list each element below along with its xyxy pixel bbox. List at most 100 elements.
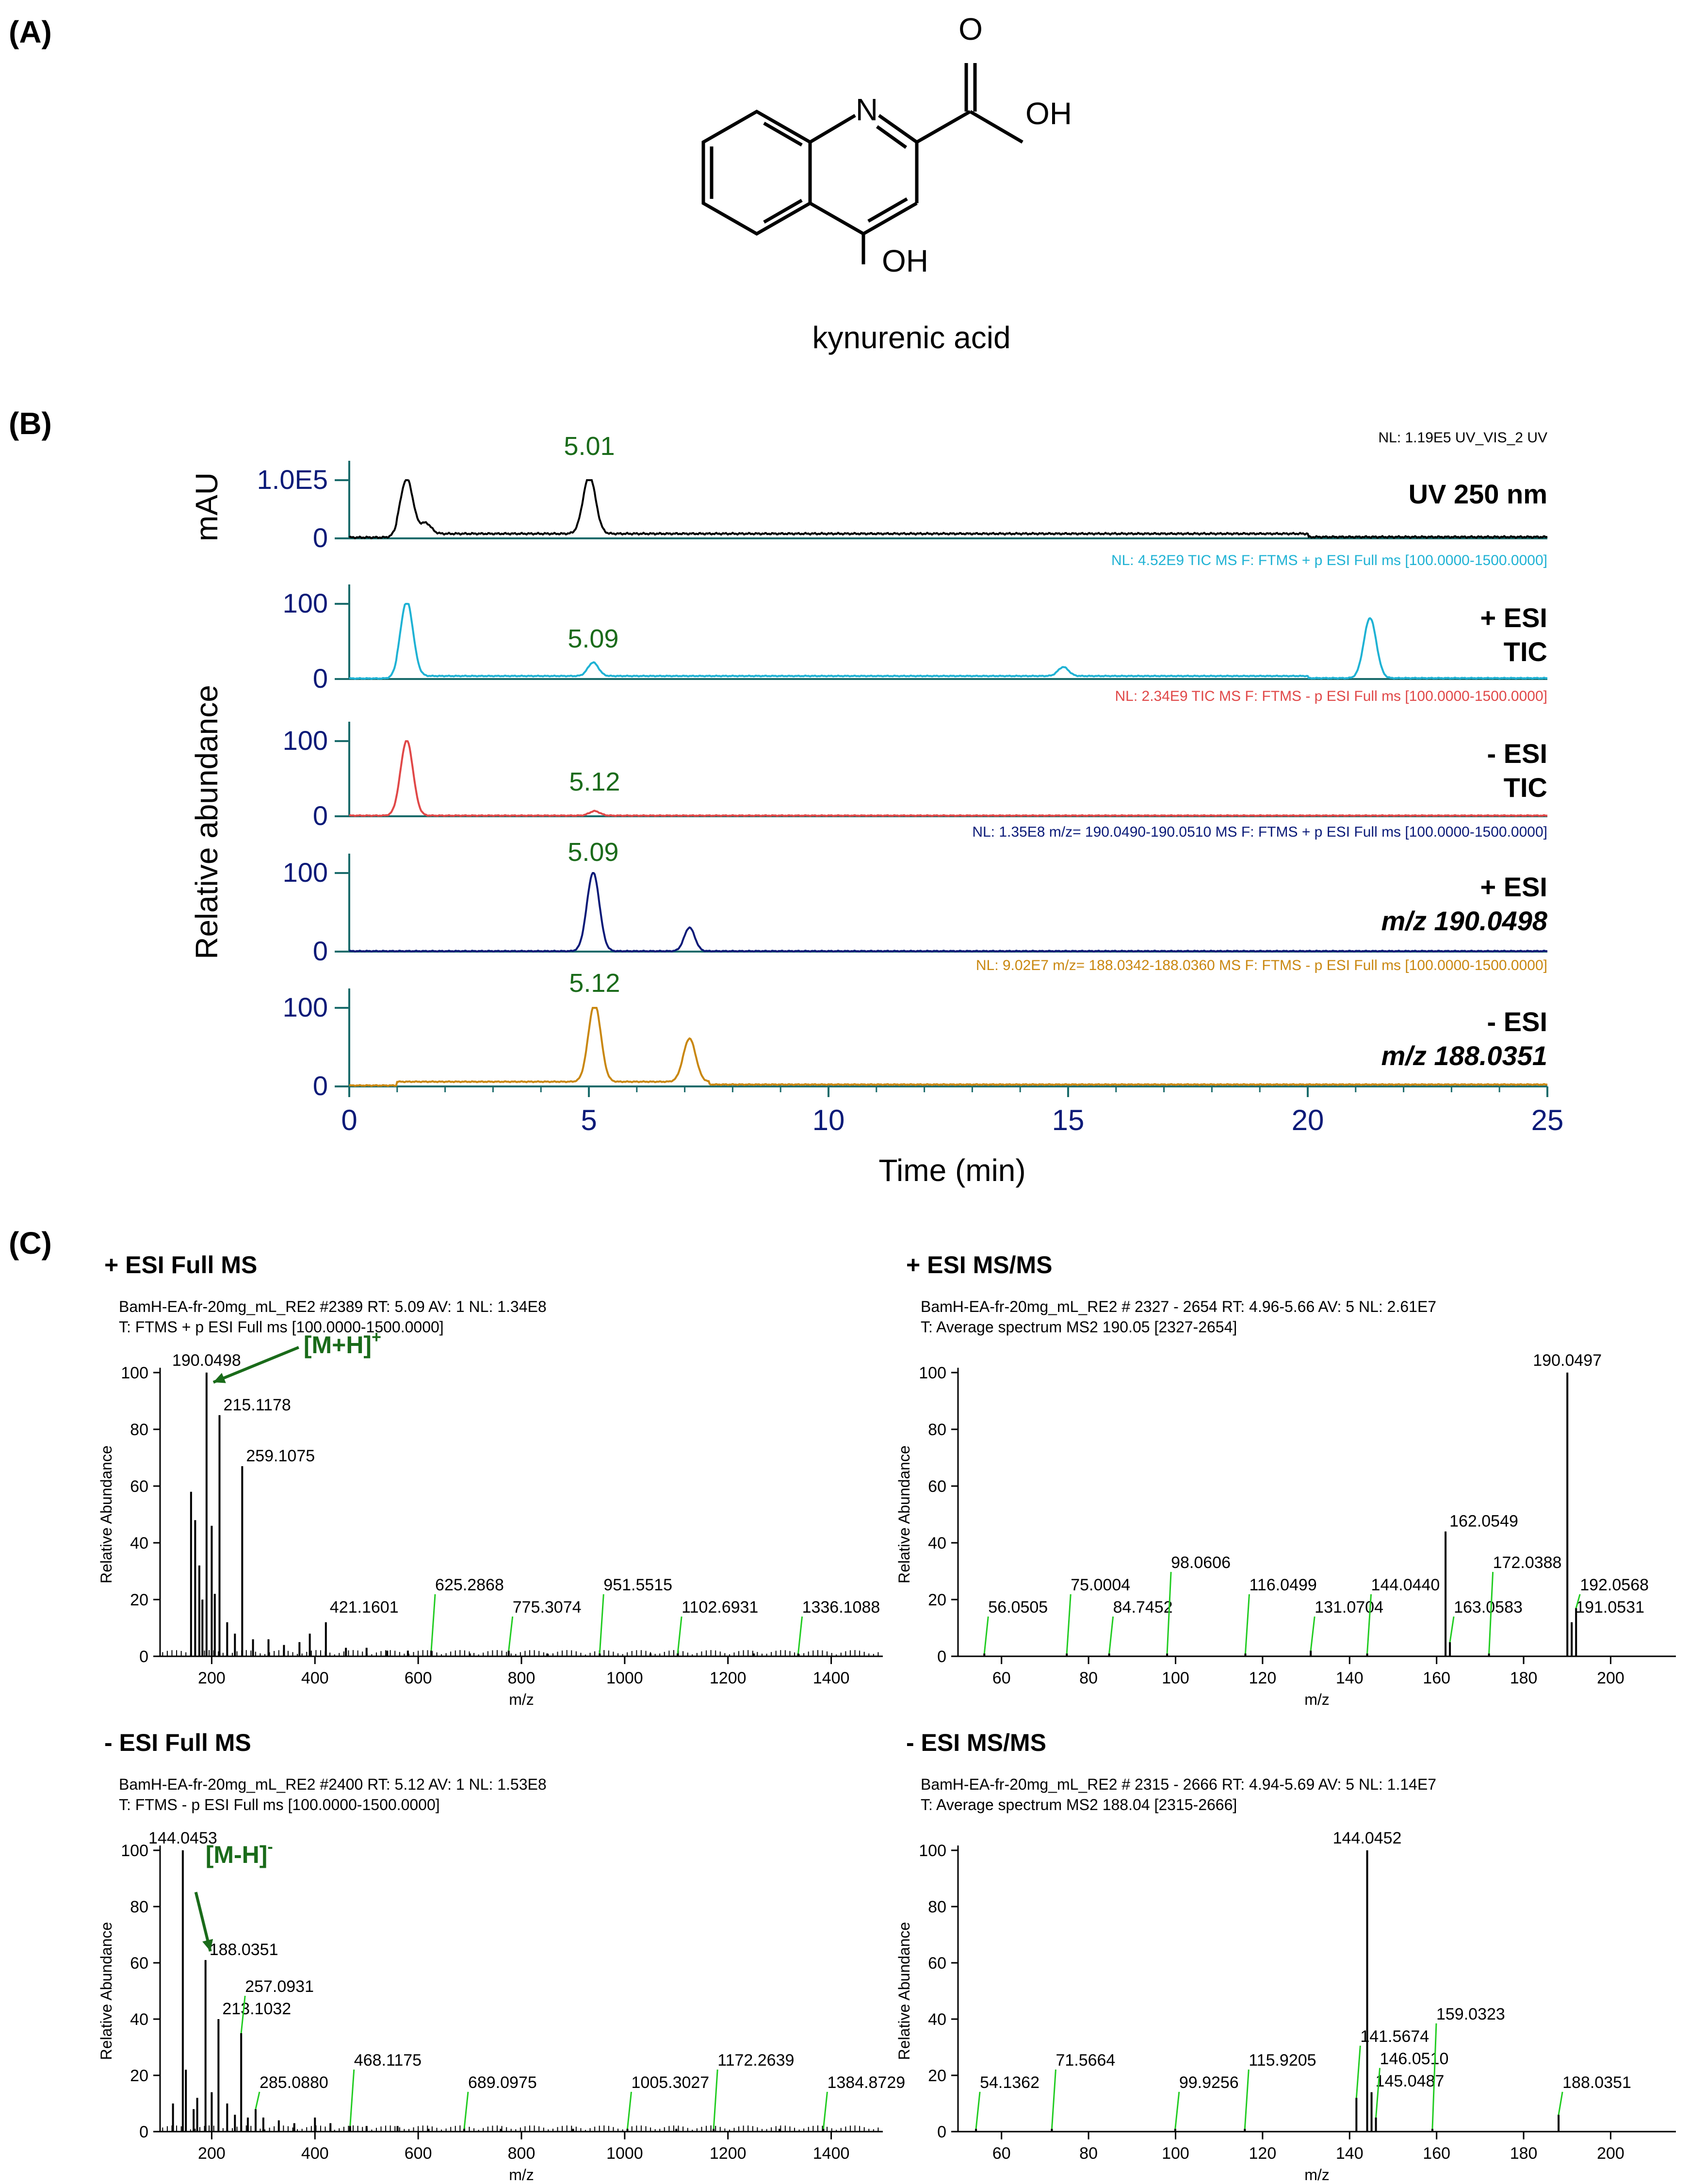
peak-label: 75.0004 <box>1071 1576 1130 1594</box>
x-axis-label: m/z <box>1304 2166 1330 2184</box>
x-tick-label: 60 <box>992 2144 1011 2163</box>
peak-label: 468.1175 <box>354 2051 422 2070</box>
peak-label: 1102.6931 <box>682 1598 758 1617</box>
spectrum-header-1: BamH-EA-fr-20mg_mL_RE2 # 2327 - 2654 RT:… <box>921 1298 1436 1315</box>
trace-label-sub: m/z 188.0351 <box>1381 1040 1547 1071</box>
peak-leader <box>463 2091 469 2129</box>
peak-leader <box>1488 1571 1494 1654</box>
bond-c-oh <box>969 110 1023 144</box>
spectrum-header-2: T: FTMS - p ESI Full ms [100.0000-1500.0… <box>119 1796 440 1813</box>
y-tick-label: 60 <box>928 1477 946 1496</box>
x-tick-label: 140 <box>1336 1669 1364 1687</box>
ion-annotation: [M-H]- <box>206 1838 273 1868</box>
peak-label: 951.5515 <box>603 1576 672 1594</box>
peak-leader <box>255 2091 260 2109</box>
peak-label: 163.0583 <box>1454 1598 1523 1617</box>
peak-leader <box>713 2069 718 2129</box>
peak-label: 144.0440 <box>1371 1576 1440 1594</box>
peak-label: 190.0497 <box>1533 1351 1602 1370</box>
trace-line <box>348 479 1548 540</box>
y-label-relative-abundance: Relative abundance <box>189 685 224 959</box>
spectrum-esi-full-ms: - ESI Full MS BamH-EA-fr-20mg_mL_RE2 #240… <box>97 1729 905 2184</box>
y-tick-top: 100 <box>283 588 328 618</box>
panel-label-c: (C) <box>9 1226 52 1261</box>
peak-label: 1384.8729 <box>827 2073 905 2092</box>
peak-leader <box>430 1594 436 1651</box>
trace-label-sub: TIC <box>1504 772 1547 803</box>
x-tick-label: 120 <box>1249 1669 1277 1687</box>
peak-label: 146.0510 <box>1380 2050 1449 2068</box>
peak-rt-label: 5.12 <box>569 767 620 796</box>
peak-leader <box>349 2069 355 2126</box>
y-tick-label: 20 <box>928 2067 946 2085</box>
y-tick-label: 100 <box>121 1842 148 1860</box>
y-tick-label: 60 <box>130 1954 148 1973</box>
spectrum-esi-full-ms: + ESI Full MS BamH-EA-fr-20mg_mL_RE2 #238… <box>97 1251 883 1708</box>
peak-label: 689.0975 <box>468 2073 537 2092</box>
y-tick-top: 100 <box>283 857 328 888</box>
y-tick-label: 80 <box>928 1898 946 1916</box>
x-tick-label: 0 <box>341 1104 357 1136</box>
spectra-panel: + ESI Full MS BamH-EA-fr-20mg_mL_RE2 #238… <box>97 1251 1676 2184</box>
peak-label: 84.7452 <box>1113 1598 1173 1617</box>
trace-label-sub: m/z 190.0498 <box>1381 906 1548 936</box>
ion-annotation-charge: + <box>372 1328 381 1346</box>
peak-label: 56.0505 <box>988 1598 1048 1617</box>
peak-leader <box>508 1616 514 1651</box>
x-tick-label: 15 <box>1052 1104 1085 1136</box>
x-tick-label: 200 <box>1597 2144 1624 2163</box>
y-tick-label: 80 <box>130 1421 148 1439</box>
y-tick-label: 100 <box>919 1842 946 1860</box>
benzene-inner-bond-3 <box>763 198 803 224</box>
peak-label: 159.0323 <box>1436 2005 1505 2023</box>
y-tick-top: 1.0E5 <box>257 464 328 495</box>
x-tick-label: 1000 <box>606 2144 643 2163</box>
trace-label: + ESI <box>1480 602 1547 633</box>
trace-line <box>349 740 1548 817</box>
peak-rt-label: 5.01 <box>564 432 615 461</box>
x-label-time: Time (min) <box>878 1153 1025 1188</box>
atom-n: N <box>856 92 878 127</box>
x-tick-label: 25 <box>1531 1104 1564 1136</box>
trace-label: - ESI <box>1487 1006 1547 1037</box>
x-tick-label: 100 <box>1162 2144 1189 2163</box>
x-tick-label: 180 <box>1510 1669 1538 1687</box>
x-tick-label: 1400 <box>813 1669 850 1687</box>
peak-label: 1005.3027 <box>632 2073 710 2092</box>
ion-annotation-charge: - <box>267 1838 273 1856</box>
peak-rt-label: 5.09 <box>568 624 618 653</box>
peak-label: 188.0351 <box>1562 2073 1631 2092</box>
x-axis-label: m/z <box>509 2166 534 2184</box>
peak-leader <box>1575 1594 1581 1608</box>
bond-n-c2-double <box>876 125 908 149</box>
peak-leader <box>240 1995 246 2034</box>
x-tick-label: 80 <box>1079 1669 1098 1687</box>
peak-label: 172.0388 <box>1493 1553 1562 1572</box>
bond-n-c2 <box>877 114 918 144</box>
x-tick-label: 400 <box>301 1669 329 1687</box>
peak-label: 215.1178 <box>224 1396 291 1414</box>
panel-label-b: (B) <box>9 406 52 441</box>
y-tick-label: 20 <box>130 2067 148 2085</box>
peak-label: 162.0549 <box>1449 1512 1518 1531</box>
y-tick-label: 100 <box>121 1364 148 1382</box>
peak-label: 192.0568 <box>1580 1576 1649 1594</box>
peak-leader <box>1108 1616 1114 1654</box>
y-tick-label: 0 <box>937 1648 946 1666</box>
peak-label: 99.9256 <box>1179 2073 1239 2092</box>
panel-label-a: (A) <box>9 15 52 49</box>
y-axis-label: Relative Abundance <box>97 1445 115 1584</box>
spectrum-title: + ESI MS/MS <box>906 1251 1052 1278</box>
peak-leader <box>1310 1616 1315 1651</box>
peak-leader <box>1066 1594 1072 1654</box>
bond-c4-c4a <box>809 201 864 236</box>
peak-leader <box>975 2091 981 2129</box>
x-tick-label: 1000 <box>606 1669 643 1687</box>
y-tick-top: 100 <box>283 992 328 1022</box>
trace-label: UV 250 nm <box>1409 479 1547 509</box>
trace-header: NL: 9.02E7 m/z= 188.0342-188.0360 MS F: … <box>976 957 1547 973</box>
y-tick-label: 40 <box>928 2010 946 2029</box>
y-tick-label: 60 <box>928 1954 946 1973</box>
peak-label: 144.0453 <box>148 1829 217 1847</box>
spectrum-header-1: BamH-EA-fr-20mg_mL_RE2 # 2315 - 2666 RT:… <box>921 1776 1436 1793</box>
